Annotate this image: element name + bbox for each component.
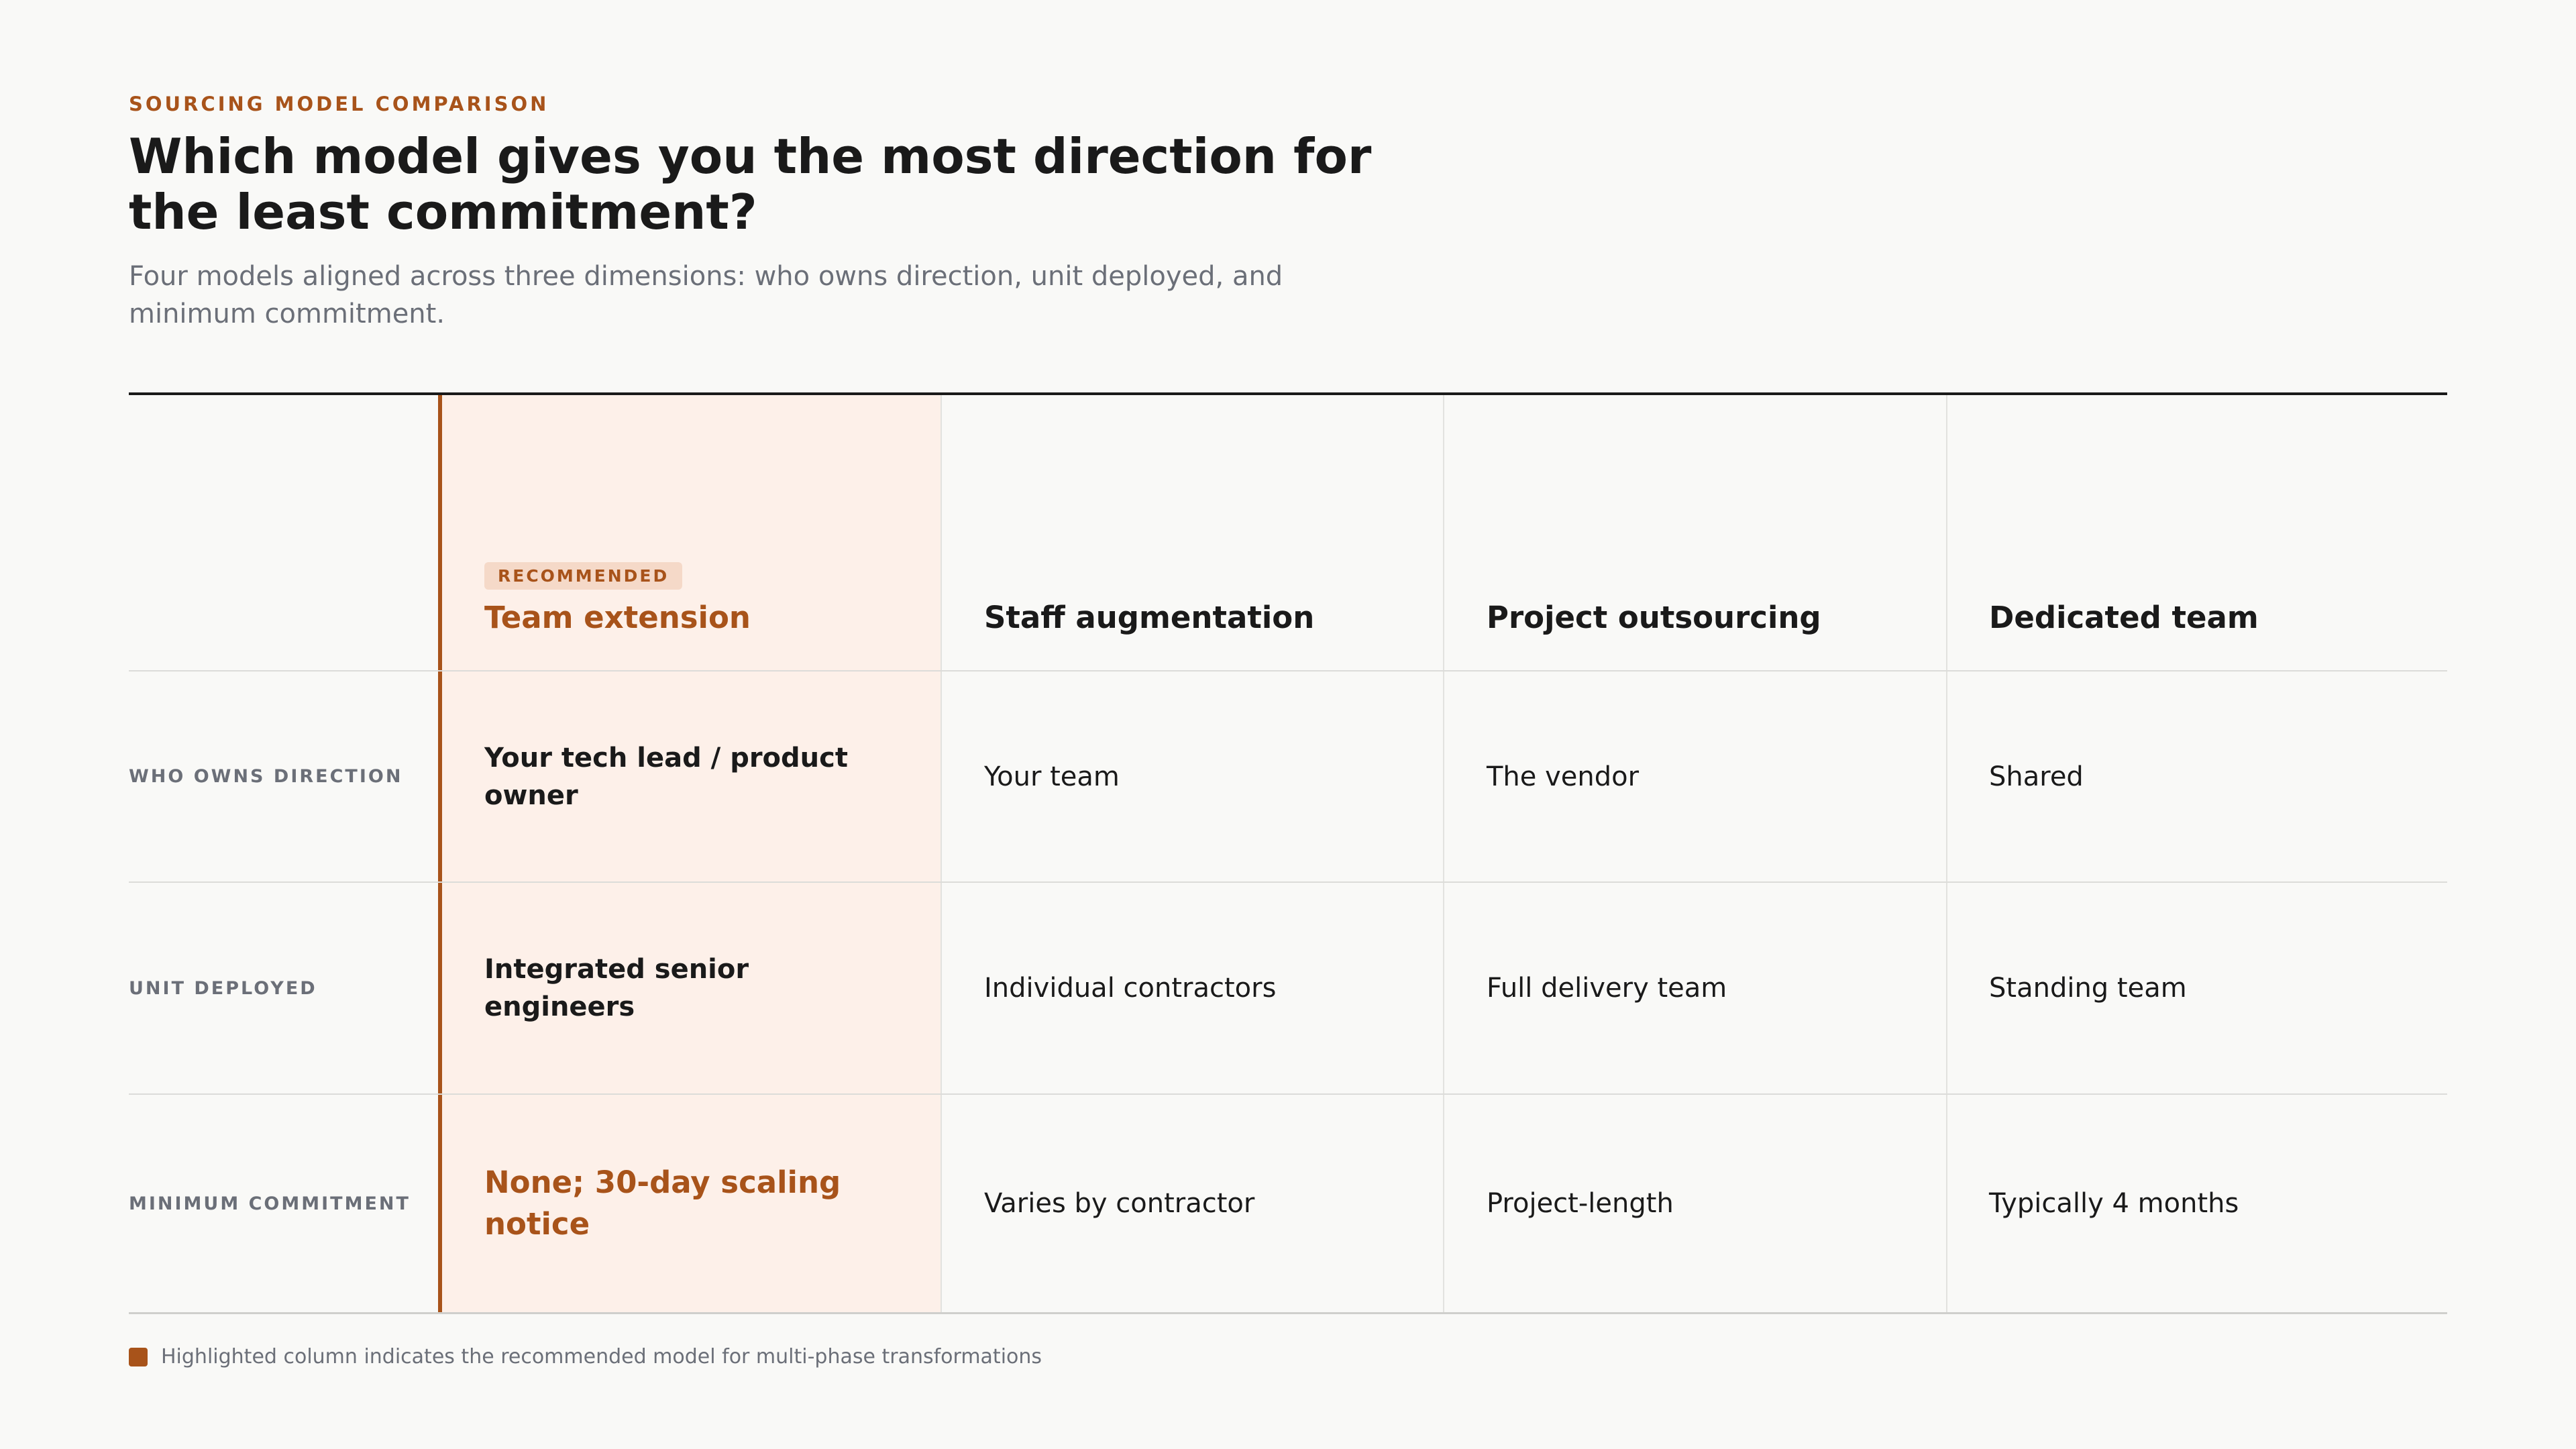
table-bottom-rule xyxy=(129,1312,2447,1314)
legend-text: Highlighted column indicates the recomme… xyxy=(161,1345,1042,1368)
column-divider xyxy=(1946,395,1947,1312)
table-cell: Integrated senior engineers xyxy=(484,954,749,1022)
table-cell: Individual contractors xyxy=(984,973,1277,1004)
eyebrow-label: SOURCING MODEL COMPARISON xyxy=(129,93,549,115)
legend-swatch xyxy=(129,1347,148,1366)
comparison-table: RECOMMENDED Team extension Staff augment… xyxy=(129,392,2447,1314)
column-header-dedicated-team: Dedicated team xyxy=(1989,395,2459,670)
column-title: Team extension xyxy=(484,600,751,635)
page-title: Which model gives you the most direction… xyxy=(129,128,1372,240)
row-label-who-owns-direction: WHO OWNS DIRECTION xyxy=(129,766,403,787)
table-cell: Project-length xyxy=(1487,1188,1674,1219)
table-top-rule xyxy=(129,392,2447,395)
table-cell: None; 30-day scaling notice xyxy=(484,1165,841,1242)
column-divider xyxy=(941,395,942,1312)
column-title: Dedicated team xyxy=(1989,600,2259,635)
recommended-column-accent-bar xyxy=(438,395,442,1312)
table-cell: Varies by contractor xyxy=(984,1188,1255,1219)
table-cell: Shared xyxy=(1989,761,2084,792)
row-divider xyxy=(129,1093,2447,1095)
table-cell: Typically 4 months xyxy=(1989,1188,2239,1219)
column-header-project-outsourcing: Project outsourcing xyxy=(1487,395,1956,670)
table-cell: Your team xyxy=(984,761,1120,792)
table-cell: Your tech lead / product owner xyxy=(484,742,848,811)
row-label-minimum-commitment: MINIMUM COMMITMENT xyxy=(129,1193,411,1214)
recommended-column-highlight xyxy=(438,395,941,1312)
recommended-badge: RECOMMENDED xyxy=(484,562,683,590)
row-divider xyxy=(129,670,2447,672)
column-divider xyxy=(1443,395,1444,1312)
column-title: Project outsourcing xyxy=(1487,600,1821,635)
table-cell: Full delivery team xyxy=(1487,973,1727,1004)
table-cell: Standing team xyxy=(1989,973,2187,1004)
row-divider xyxy=(129,881,2447,883)
page-subtitle: Four models aligned across three dimensi… xyxy=(129,261,1283,329)
column-header-team-extension: RECOMMENDED Team extension xyxy=(484,395,954,670)
table-cell: The vendor xyxy=(1487,761,1640,792)
column-header-staff-augmentation: Staff augmentation xyxy=(984,395,1454,670)
legend: Highlighted column indicates the recomme… xyxy=(129,1345,1042,1368)
row-label-unit-deployed: UNIT DEPLOYED xyxy=(129,977,317,999)
column-title: Staff augmentation xyxy=(984,600,1315,635)
